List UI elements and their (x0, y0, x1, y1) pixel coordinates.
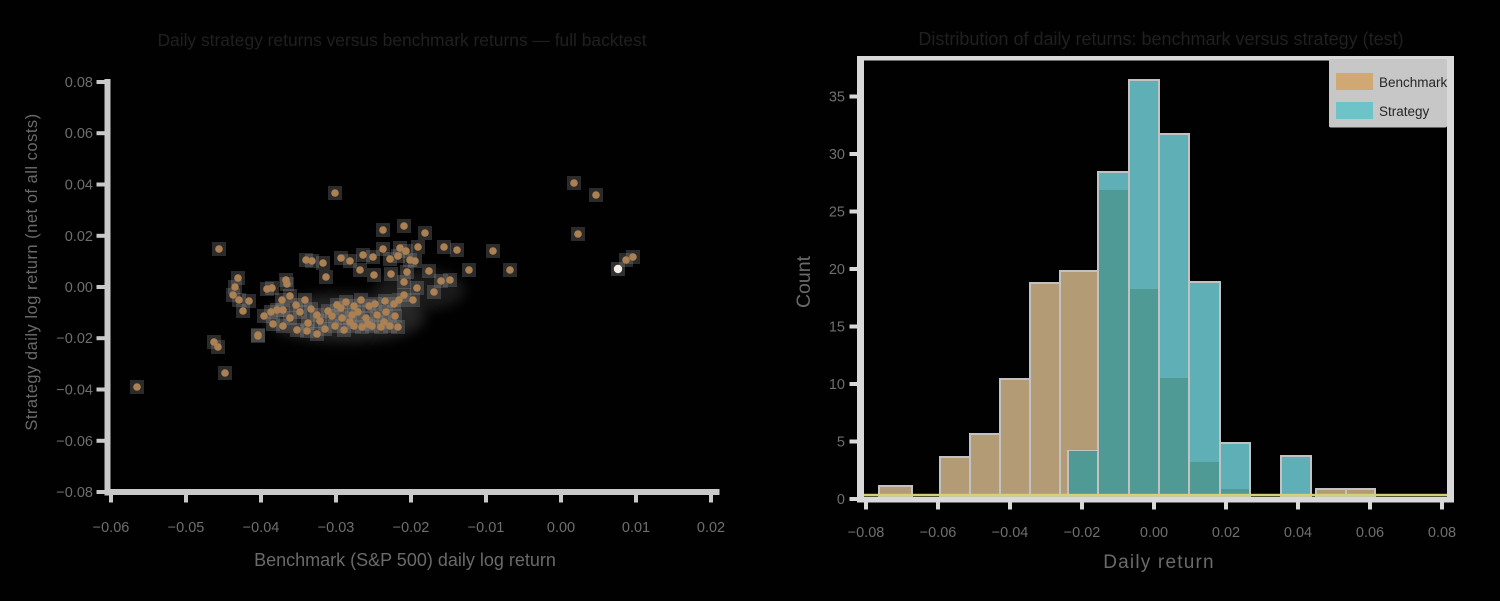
svg-text:Benchmark (S&P 500) daily log: Benchmark (S&P 500) daily log return (254, 550, 556, 570)
svg-text:−0.01: −0.01 (468, 520, 505, 536)
svg-text:0.04: 0.04 (1284, 525, 1312, 541)
svg-text:35: 35 (829, 90, 845, 106)
svg-text:Strategy daily log return (net: Strategy daily log return (net of all co… (23, 113, 41, 430)
svg-text:−0.08: −0.08 (848, 525, 885, 541)
svg-text:30: 30 (829, 147, 845, 163)
svg-text:0.00: 0.00 (1140, 525, 1168, 541)
svg-text:−0.03: −0.03 (318, 520, 355, 536)
svg-text:0.00: 0.00 (547, 520, 575, 536)
svg-text:15: 15 (829, 320, 845, 336)
svg-text:−0.06: −0.06 (93, 520, 130, 536)
svg-text:25: 25 (829, 205, 845, 221)
svg-text:0.08: 0.08 (65, 75, 93, 91)
svg-text:−0.04: −0.04 (243, 520, 280, 536)
svg-text:0.06: 0.06 (1356, 525, 1384, 541)
svg-text:0.02: 0.02 (1212, 525, 1240, 541)
svg-text:−0.04: −0.04 (56, 383, 93, 399)
svg-text:0.06: 0.06 (65, 126, 93, 142)
svg-text:0.02: 0.02 (697, 520, 725, 536)
svg-text:Count: Count (793, 255, 815, 308)
svg-text:0: 0 (837, 492, 845, 508)
svg-text:−0.02: −0.02 (1064, 525, 1101, 541)
svg-text:0.02: 0.02 (65, 229, 93, 245)
svg-text:−0.02: −0.02 (393, 520, 430, 536)
svg-text:5: 5 (837, 435, 845, 451)
svg-text:−0.08: −0.08 (56, 485, 93, 501)
svg-text:Daily return: Daily return (1103, 552, 1215, 573)
svg-text:0.04: 0.04 (65, 178, 93, 194)
svg-text:20: 20 (829, 262, 845, 278)
svg-text:0.08: 0.08 (1428, 525, 1456, 541)
svg-text:−0.02: −0.02 (56, 331, 93, 347)
svg-text:−0.06: −0.06 (920, 525, 957, 541)
svg-text:0.00: 0.00 (65, 280, 93, 296)
svg-text:10: 10 (829, 377, 845, 393)
svg-text:−0.06: −0.06 (56, 434, 93, 450)
svg-text:Distribution of daily returns:: Distribution of daily returns: benchmark… (918, 29, 1403, 49)
svg-text:−0.04: −0.04 (992, 525, 1029, 541)
svg-text:Strategy: Strategy (1379, 104, 1430, 119)
svg-text:Daily strategy returns versus: Daily strategy returns versus benchmark … (157, 30, 646, 50)
svg-text:Benchmark: Benchmark (1379, 75, 1448, 90)
svg-text:−0.05: −0.05 (168, 520, 205, 536)
svg-text:0.01: 0.01 (622, 520, 650, 536)
